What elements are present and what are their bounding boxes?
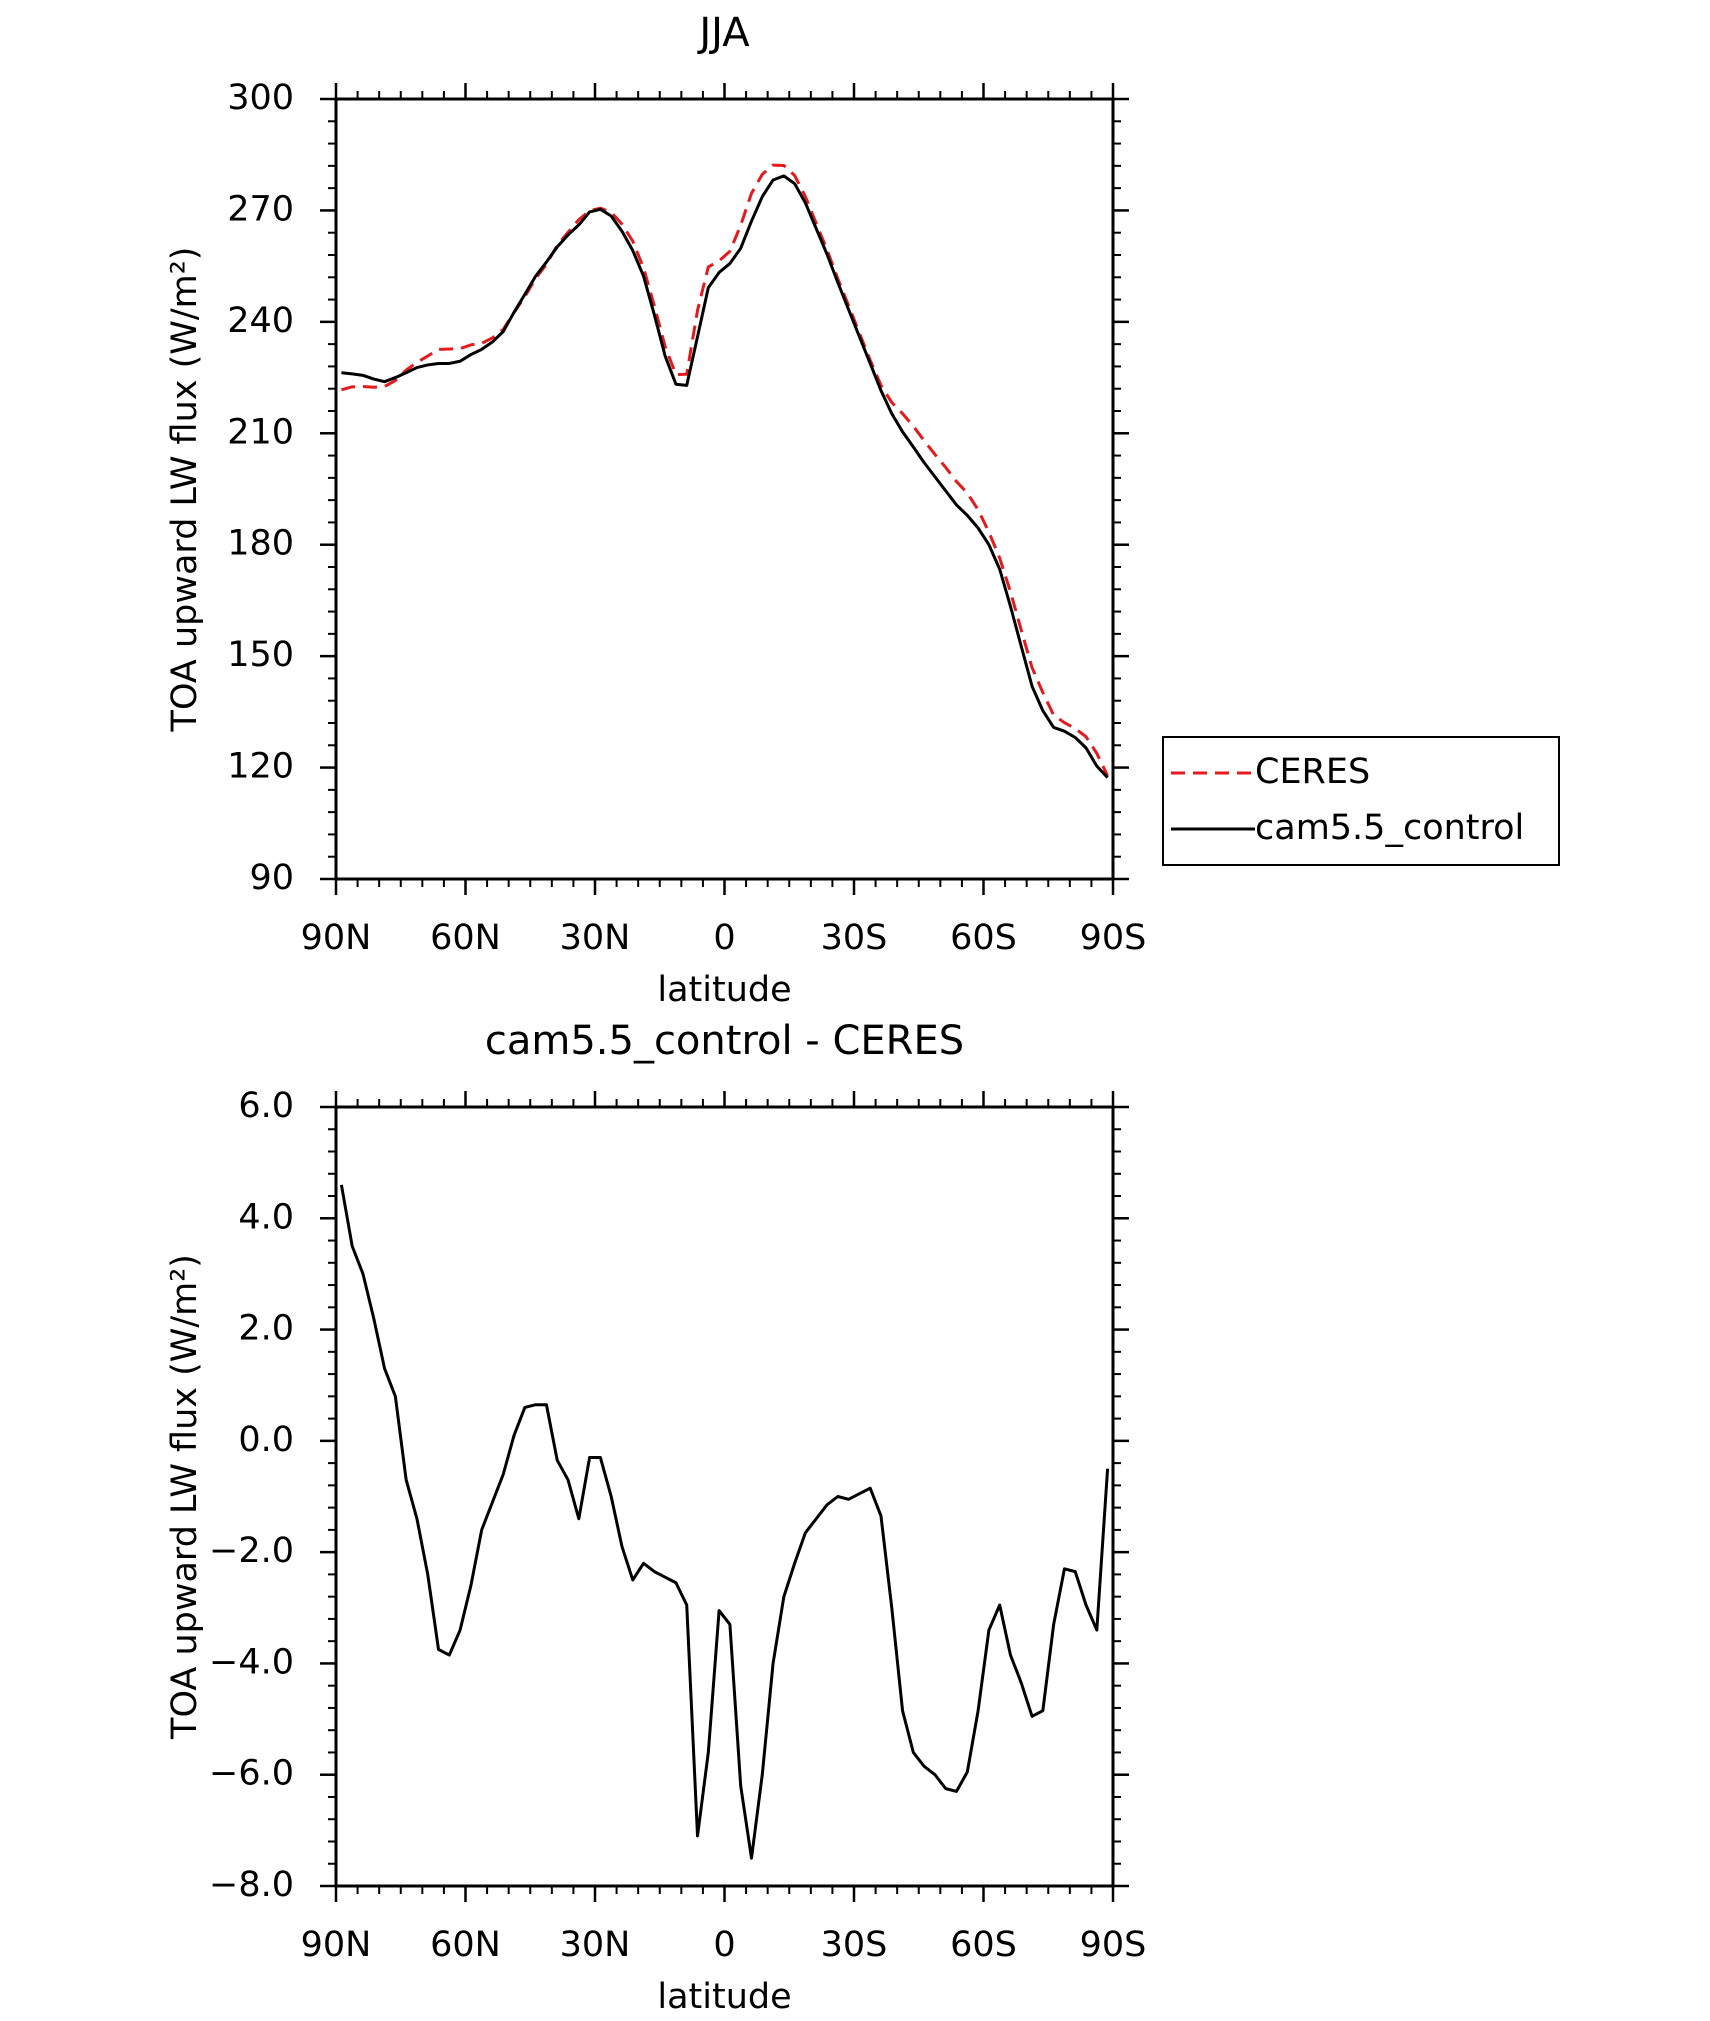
y-tick-label: −8.0 — [209, 1865, 294, 1905]
x-tick-label: 90N — [301, 918, 372, 958]
x-tick-label: 30N — [560, 1925, 631, 1965]
legend-label: cam5.5_control — [1255, 808, 1524, 848]
y-tick-label: −6.0 — [209, 1754, 294, 1794]
x-tick-label: 30S — [821, 918, 888, 958]
y-tick-label: 270 — [227, 189, 294, 229]
y-tick-label: 4.0 — [238, 1197, 294, 1237]
plot-frame — [334, 1105, 1115, 1888]
y-tick-label: 180 — [227, 524, 294, 564]
y-tick-label: 6.0 — [238, 1086, 294, 1126]
plot-frame — [334, 97, 1115, 881]
x-tick-label: 30S — [821, 1925, 888, 1965]
x-tick-label: 90S — [1080, 918, 1147, 958]
x-axis-label: latitude — [657, 970, 791, 1010]
x-tick-label: 60S — [950, 1925, 1017, 1965]
legend-label: CERES — [1255, 752, 1370, 792]
data-line — [341, 174, 1109, 779]
y-tick-label: 150 — [227, 635, 294, 675]
y-tick-label: 2.0 — [238, 1309, 294, 1349]
chart-title: JJA — [696, 10, 750, 56]
y-axis-label: TOA upward LW flux (W/m²) — [165, 247, 205, 733]
x-tick-label: 60N — [430, 918, 501, 958]
y-axis-label: TOA upward LW flux (W/m²) — [165, 1254, 205, 1740]
x-tick-label: 60N — [430, 1925, 501, 1965]
data-line — [339, 1184, 1110, 1860]
x-axis-label: latitude — [657, 1977, 791, 2017]
y-tick-label: 210 — [227, 412, 294, 452]
x-tick-label: 90S — [1080, 1925, 1147, 1965]
y-tick-label: 0.0 — [238, 1420, 294, 1460]
y-tick-label: 240 — [227, 301, 294, 341]
x-tick-label: 0 — [713, 1925, 735, 1965]
data-line — [341, 163, 1109, 777]
y-tick-label: −2.0 — [209, 1531, 294, 1571]
x-tick-label: 30N — [560, 918, 631, 958]
y-tick-label: 90 — [249, 858, 294, 898]
y-tick-label: 120 — [227, 747, 294, 787]
x-tick-label: 90N — [301, 1925, 372, 1965]
y-tick-label: 300 — [227, 78, 294, 118]
legend-box — [1162, 736, 1560, 866]
y-tick-label: −4.0 — [209, 1642, 294, 1682]
chart-title: cam5.5_control - CERES — [485, 1018, 964, 1064]
x-tick-label: 60S — [950, 918, 1017, 958]
x-tick-label: 0 — [713, 918, 735, 958]
